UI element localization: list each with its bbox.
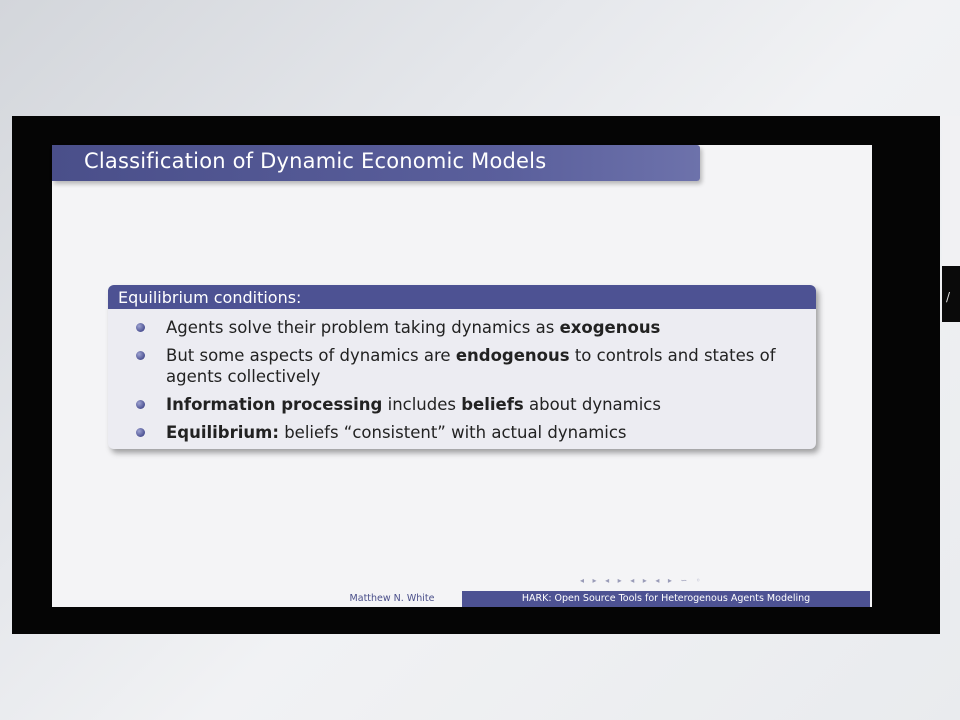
bold-text: endogenous bbox=[455, 346, 570, 365]
footer-author: Matthew N. White bbox=[349, 593, 435, 604]
slide-title-bar: Classification of Dynamic Economic Model… bbox=[52, 145, 700, 181]
text-segment: about dynamics bbox=[523, 395, 661, 414]
text-segment: But some aspects of dynamics are bbox=[166, 346, 456, 365]
bold-text: Equilibrium: bbox=[166, 423, 279, 442]
equilibrium-block: Equilibrium conditions: Agents solve the… bbox=[108, 285, 816, 449]
bullet-item: Agents solve their problem taking dynami… bbox=[136, 317, 816, 338]
bullet-list: Agents solve their problem taking dynami… bbox=[108, 309, 816, 443]
bold-text: beliefs bbox=[461, 395, 524, 414]
footer-title: HARK: Open Source Tools for Heterogenous… bbox=[462, 591, 870, 607]
block-title: Equilibrium conditions: bbox=[108, 285, 816, 309]
bullet-item: Equilibrium: beliefs “consistent” with a… bbox=[136, 422, 816, 443]
text-segment: to controls and states of agents collect… bbox=[166, 346, 776, 386]
bullet-icon bbox=[136, 323, 145, 332]
bullet-icon bbox=[136, 428, 145, 437]
slide: Classification of Dynamic Economic Model… bbox=[52, 145, 872, 607]
bullet-icon bbox=[136, 400, 145, 409]
bold-text: Information processing bbox=[166, 395, 383, 414]
slide-title: Classification of Dynamic Economic Model… bbox=[84, 149, 547, 173]
bullet-item: But some aspects of dynamics are endogen… bbox=[136, 345, 816, 387]
text-segment: Agents solve their problem taking dynami… bbox=[166, 318, 560, 337]
side-panel-mark: / bbox=[946, 290, 951, 304]
bullet-item: Information processing includes beliefs … bbox=[136, 394, 816, 415]
bullet-icon bbox=[136, 351, 145, 360]
text-segment: beliefs “consistent” with actual dynamic… bbox=[278, 423, 627, 442]
text-segment: includes bbox=[382, 395, 462, 414]
slide-footer: Matthew N. White HARK: Open Source Tools… bbox=[52, 591, 872, 607]
beamer-navigation-icons[interactable]: ◂ ▸ ◂ ▸ ◂ ▸ ◂ ▸ ∽ ◦ bbox=[580, 576, 704, 585]
bold-text: exogenous bbox=[559, 318, 661, 337]
side-panel: / bbox=[942, 116, 960, 322]
side-panel-slide-edge bbox=[942, 116, 960, 266]
